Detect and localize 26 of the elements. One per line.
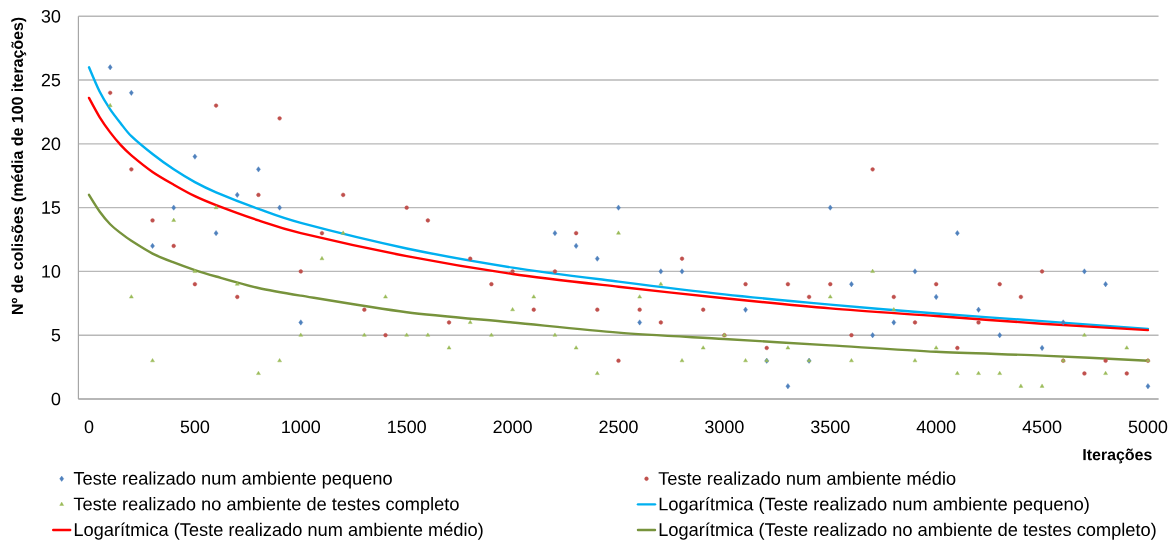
y-tick-label: 20 — [41, 137, 61, 151]
x-tick-label: 1500 — [388, 420, 426, 434]
x-tick-label: 5000 — [1128, 420, 1168, 434]
x-tick-label: 2500 — [599, 420, 638, 434]
legend-label: Teste realizado num ambiente médio — [658, 471, 956, 485]
x-tick-label: 3000 — [705, 420, 744, 434]
y-axis-title: Nº de colisões (média de 100 iterações) — [11, 17, 27, 314]
x-tick-label: 4000 — [916, 420, 956, 434]
legend-label: Teste realizado num ambiente pequeno — [73, 471, 392, 489]
x-tick-label: 2000 — [493, 420, 532, 434]
legend-label: Logarítmica (Teste realizado num ambiente pequeno) — [659, 496, 1089, 515]
y-tick-label: 0 — [51, 392, 61, 406]
y-tick-label: 10 — [42, 265, 61, 278]
x-tick-label: 500 — [180, 420, 210, 434]
legend-label: Logarítmica (Teste realizado num ambiente médio) — [74, 522, 483, 540]
x-tick-label: 4500 — [1022, 420, 1062, 434]
y-tick-label: 30 — [41, 9, 61, 23]
x-axis-title: Iterações — [1083, 448, 1152, 464]
legend-label: Teste realizado no ambiente de testes completo — [73, 496, 459, 514]
x-tick-label: 0 — [84, 420, 94, 434]
legend-label: Logarítmica (Teste realizado no ambiente de testes completo) — [659, 522, 1156, 540]
y-tick-label: 25 — [41, 73, 61, 87]
y-tick-label: 15 — [42, 201, 61, 214]
y-tick-label: 5 — [51, 328, 61, 342]
x-tick-label: 1000 — [282, 420, 321, 434]
x-tick-label: 3500 — [811, 420, 850, 434]
